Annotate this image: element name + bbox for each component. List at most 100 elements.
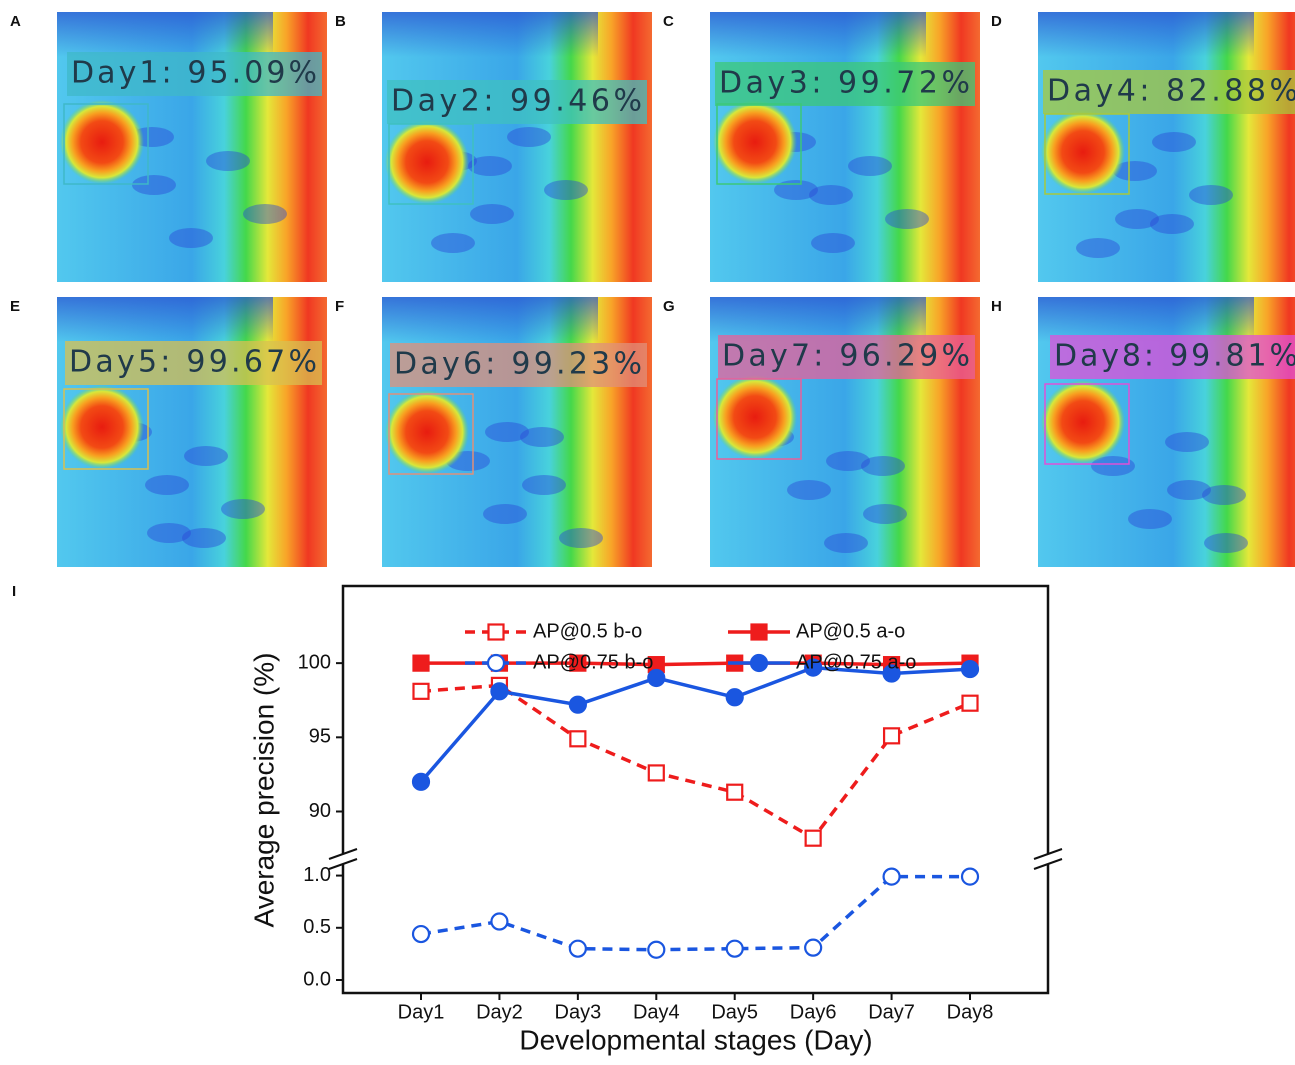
cold-patch — [1115, 209, 1159, 229]
cold-patch — [863, 504, 907, 524]
cold-patch — [1128, 509, 1172, 529]
label-box — [67, 52, 322, 96]
y-tick-label: 0.0 — [303, 968, 331, 990]
cold-patch — [861, 456, 905, 476]
cold-patch — [206, 151, 250, 171]
x-tick-label: Day5 — [711, 1001, 758, 1023]
panel-letter: D — [991, 13, 1002, 30]
x-tick-label: Day8 — [947, 1001, 994, 1023]
y-tick-label: 0.5 — [303, 916, 331, 938]
hot-spot — [1041, 380, 1125, 464]
y-tick-label: 1.0 — [303, 864, 331, 886]
detection-box — [388, 393, 474, 475]
axis-break-mark — [1033, 858, 1063, 870]
cold-patch — [1076, 238, 1120, 258]
thermal-image: B Day2: 99.46% — [335, 12, 652, 282]
x-axis-title: Developmental stages (Day) — [519, 1024, 872, 1055]
axis-break-mark — [328, 858, 358, 870]
detection-label: Day2: 99.46% — [391, 84, 642, 119]
cold-patch — [1150, 214, 1194, 234]
thermal-image: A Day1: 95.09% — [10, 12, 327, 282]
legend-label: AP@0.75 a-o — [796, 651, 916, 673]
data-point — [490, 682, 509, 701]
legend-label: AP@0.5 a-o — [796, 620, 905, 642]
cold-patch — [169, 228, 213, 248]
x-tick-label: Day3 — [555, 1001, 602, 1023]
series-line — [420, 874, 971, 952]
image-topband — [57, 12, 273, 57]
panel-letter: I — [12, 583, 16, 600]
image-topband — [57, 297, 273, 342]
y-tick-label: 95 — [309, 726, 331, 748]
data-point — [411, 772, 431, 791]
legend-marker — [486, 653, 506, 673]
axis-break-gap — [1034, 854, 1062, 864]
data-point — [412, 654, 430, 672]
cold-patch — [468, 156, 512, 176]
data-point — [882, 664, 901, 683]
label-box — [387, 80, 647, 124]
cold-patch — [1165, 432, 1209, 452]
detection-label: Day6: 99.23% — [394, 347, 642, 382]
detection-label: Day3: 99.72% — [719, 66, 970, 101]
detection-label: Day1: 95.09% — [71, 56, 317, 91]
cold-patch — [470, 204, 514, 224]
y-tick-label: 100 — [298, 651, 331, 673]
x-tick-label: Day2 — [476, 1001, 523, 1023]
data-point — [882, 727, 901, 745]
data-point — [804, 658, 823, 677]
data-point — [804, 829, 822, 847]
cold-patch — [431, 233, 475, 253]
hot-spot — [713, 375, 797, 459]
x-tick-label: Day1 — [398, 1001, 445, 1023]
cold-patch — [1202, 485, 1246, 505]
image-topband — [382, 297, 598, 342]
cold-patch — [774, 180, 818, 200]
data-point — [568, 695, 587, 714]
detection-label: Day4: 82.88% — [1047, 74, 1295, 109]
x-tick-label: Day7 — [868, 1001, 915, 1023]
cold-patch — [132, 175, 176, 195]
cold-patch — [507, 127, 551, 147]
y-tick-label: 90 — [309, 800, 331, 822]
image-topband — [382, 12, 598, 57]
cold-patch — [809, 185, 853, 205]
hot-spot — [385, 120, 469, 204]
axis-break-mark — [1033, 848, 1063, 860]
data-point — [568, 939, 587, 958]
image-topband — [1038, 297, 1254, 342]
image-topband — [1038, 12, 1254, 57]
cold-patch — [221, 499, 265, 519]
series-line — [421, 661, 971, 667]
panel-letter: C — [663, 13, 674, 30]
data-point — [804, 938, 823, 957]
hot-spot — [713, 100, 797, 184]
data-point — [569, 654, 587, 672]
thermal-image: G Day7: 96.29% — [663, 297, 980, 567]
data-point — [882, 867, 901, 886]
detection-label: Day5: 99.67% — [69, 345, 317, 380]
label-box — [1050, 335, 1295, 379]
data-point — [411, 924, 431, 944]
label-box — [390, 343, 647, 387]
data-point — [490, 912, 509, 931]
image-topband — [710, 297, 926, 342]
data-point — [647, 668, 666, 688]
plot-frame — [341, 584, 1050, 995]
detection-label: Day8: 99.81% — [1054, 339, 1295, 374]
cold-patch — [485, 422, 529, 442]
cold-patch — [811, 233, 855, 253]
panel-letter: A — [10, 13, 21, 30]
hot-spot — [385, 390, 469, 474]
cold-patch — [1152, 132, 1196, 152]
data-point — [960, 867, 980, 886]
x-tick-label: Day4 — [633, 1001, 680, 1023]
panel-letter: B — [335, 13, 346, 30]
panel-letter: F — [335, 298, 344, 315]
cold-patch — [787, 480, 831, 500]
legend-label: AP@0.5 b-o — [533, 620, 642, 642]
data-point — [726, 783, 744, 801]
hot-spot — [1041, 110, 1125, 194]
thermal-image: C Day3: 99.72% — [663, 12, 980, 282]
cold-patch — [544, 180, 588, 200]
